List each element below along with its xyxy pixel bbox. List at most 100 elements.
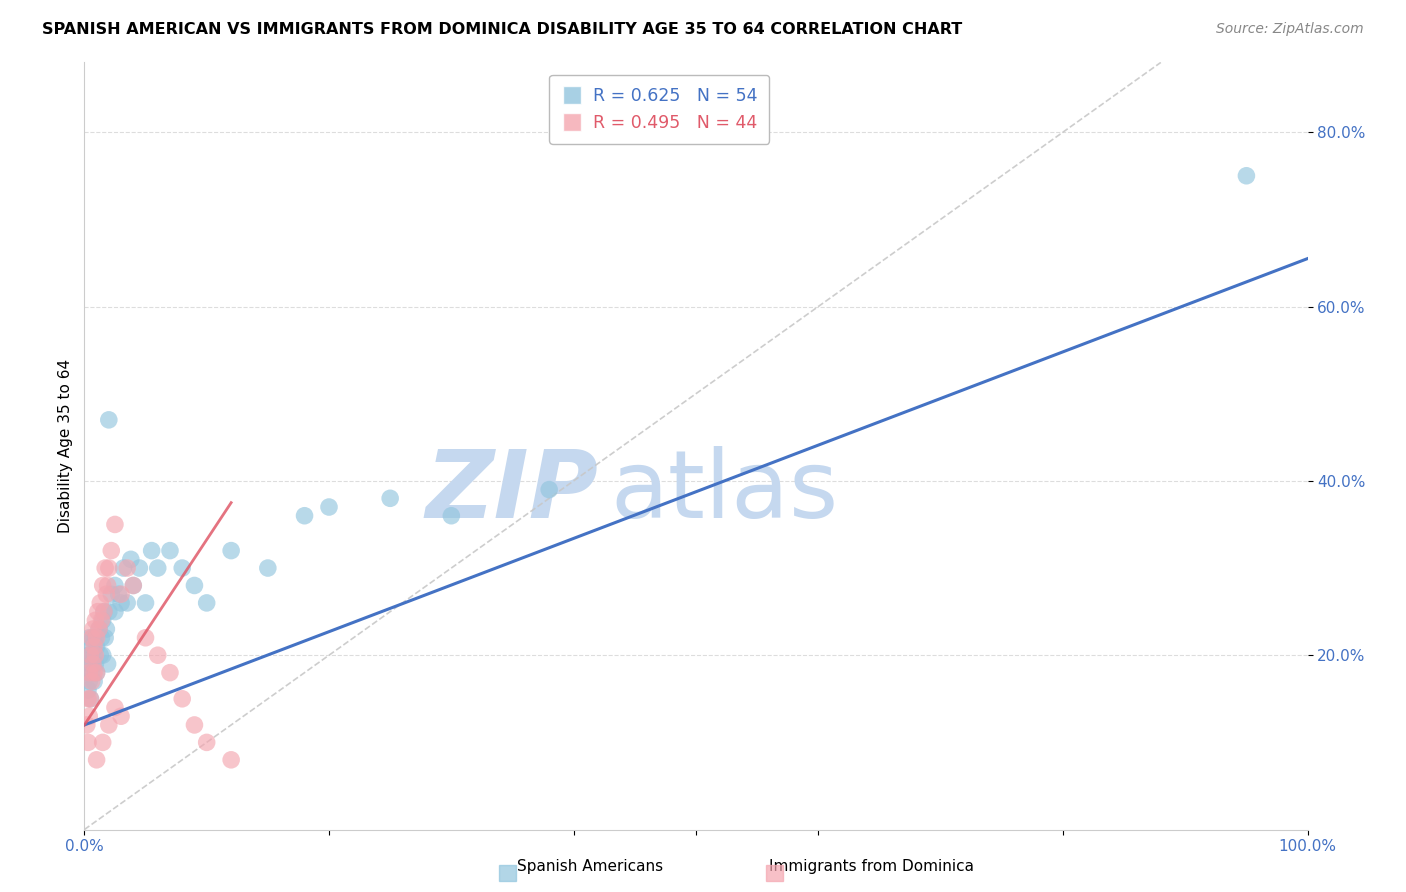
Point bbox=[159, 543, 181, 558]
Point bbox=[83, 674, 105, 689]
Point bbox=[97, 605, 120, 619]
Point bbox=[183, 718, 205, 732]
Point bbox=[93, 605, 115, 619]
Text: Immigrants from Dominica: Immigrants from Dominica bbox=[769, 859, 974, 874]
Point bbox=[91, 735, 114, 749]
Point bbox=[100, 543, 122, 558]
Point bbox=[97, 561, 120, 575]
Point bbox=[183, 578, 205, 592]
Point bbox=[159, 665, 181, 680]
Point bbox=[128, 561, 150, 575]
Point bbox=[141, 543, 163, 558]
Point bbox=[77, 683, 100, 698]
Point bbox=[87, 622, 110, 636]
Point bbox=[79, 648, 101, 663]
Y-axis label: Disability Age 35 to 64: Disability Age 35 to 64 bbox=[58, 359, 73, 533]
Point bbox=[84, 648, 107, 663]
Point bbox=[135, 596, 157, 610]
Point bbox=[79, 648, 101, 663]
Point bbox=[110, 709, 132, 723]
Point bbox=[86, 640, 108, 654]
Point bbox=[135, 631, 157, 645]
Point bbox=[100, 587, 122, 601]
Point bbox=[104, 605, 127, 619]
Point bbox=[96, 587, 118, 601]
Point bbox=[89, 648, 111, 663]
Point bbox=[83, 640, 105, 654]
Point bbox=[80, 674, 103, 689]
Point bbox=[107, 587, 129, 601]
Point bbox=[91, 578, 114, 592]
Point bbox=[112, 561, 135, 575]
Point bbox=[83, 648, 105, 663]
Point bbox=[120, 552, 142, 566]
Point bbox=[90, 631, 112, 645]
Point bbox=[82, 622, 104, 636]
Point bbox=[219, 753, 242, 767]
Point bbox=[94, 561, 117, 575]
Point bbox=[77, 665, 100, 680]
Point bbox=[77, 691, 100, 706]
Point bbox=[115, 561, 138, 575]
Point bbox=[90, 613, 112, 627]
Point bbox=[91, 648, 114, 663]
Point bbox=[318, 500, 340, 514]
Point bbox=[380, 491, 402, 506]
Point bbox=[76, 665, 98, 680]
Point bbox=[110, 587, 132, 601]
Text: Spanish Americans: Spanish Americans bbox=[517, 859, 664, 874]
Point bbox=[77, 631, 100, 645]
Text: Source: ZipAtlas.com: Source: ZipAtlas.com bbox=[1216, 22, 1364, 37]
Point bbox=[195, 735, 218, 749]
Point bbox=[146, 648, 169, 663]
Point bbox=[77, 674, 100, 689]
Point bbox=[87, 605, 110, 619]
Point bbox=[96, 622, 118, 636]
Point bbox=[219, 543, 242, 558]
Point bbox=[82, 631, 104, 645]
Point bbox=[104, 700, 127, 714]
Point bbox=[97, 718, 120, 732]
Point bbox=[146, 561, 169, 575]
Point bbox=[104, 517, 127, 532]
Point bbox=[91, 613, 114, 627]
Point bbox=[86, 665, 108, 680]
Point bbox=[1236, 169, 1258, 183]
Point bbox=[86, 753, 108, 767]
Point bbox=[83, 665, 105, 680]
Point bbox=[79, 657, 101, 671]
Point bbox=[86, 631, 108, 645]
Point bbox=[97, 578, 120, 592]
Point bbox=[97, 413, 120, 427]
Point bbox=[79, 691, 101, 706]
Text: atlas: atlas bbox=[610, 446, 838, 538]
Point bbox=[82, 657, 104, 671]
Point bbox=[104, 578, 127, 592]
Point bbox=[94, 631, 117, 645]
Point bbox=[110, 596, 132, 610]
Legend: R = 0.625   N = 54, R = 0.495   N = 44: R = 0.625 N = 54, R = 0.495 N = 44 bbox=[550, 75, 769, 144]
Point bbox=[440, 508, 463, 523]
Text: SPANISH AMERICAN VS IMMIGRANTS FROM DOMINICA DISABILITY AGE 35 TO 64 CORRELATION: SPANISH AMERICAN VS IMMIGRANTS FROM DOMI… bbox=[42, 22, 963, 37]
Point bbox=[195, 596, 218, 610]
Point bbox=[80, 631, 103, 645]
Point bbox=[115, 596, 138, 610]
Point bbox=[77, 648, 100, 663]
Point bbox=[86, 665, 108, 680]
Point bbox=[80, 665, 103, 680]
Point bbox=[257, 561, 280, 575]
Point bbox=[538, 483, 561, 497]
Point bbox=[172, 561, 194, 575]
Point bbox=[84, 613, 107, 627]
Point bbox=[87, 622, 110, 636]
Point bbox=[84, 631, 107, 645]
Point bbox=[76, 718, 98, 732]
Point bbox=[122, 578, 145, 592]
Point bbox=[89, 596, 111, 610]
Point bbox=[79, 691, 101, 706]
Point bbox=[80, 640, 103, 654]
Point bbox=[122, 578, 145, 592]
Point bbox=[93, 605, 115, 619]
Point bbox=[84, 657, 107, 671]
Text: ZIP: ZIP bbox=[425, 446, 598, 538]
